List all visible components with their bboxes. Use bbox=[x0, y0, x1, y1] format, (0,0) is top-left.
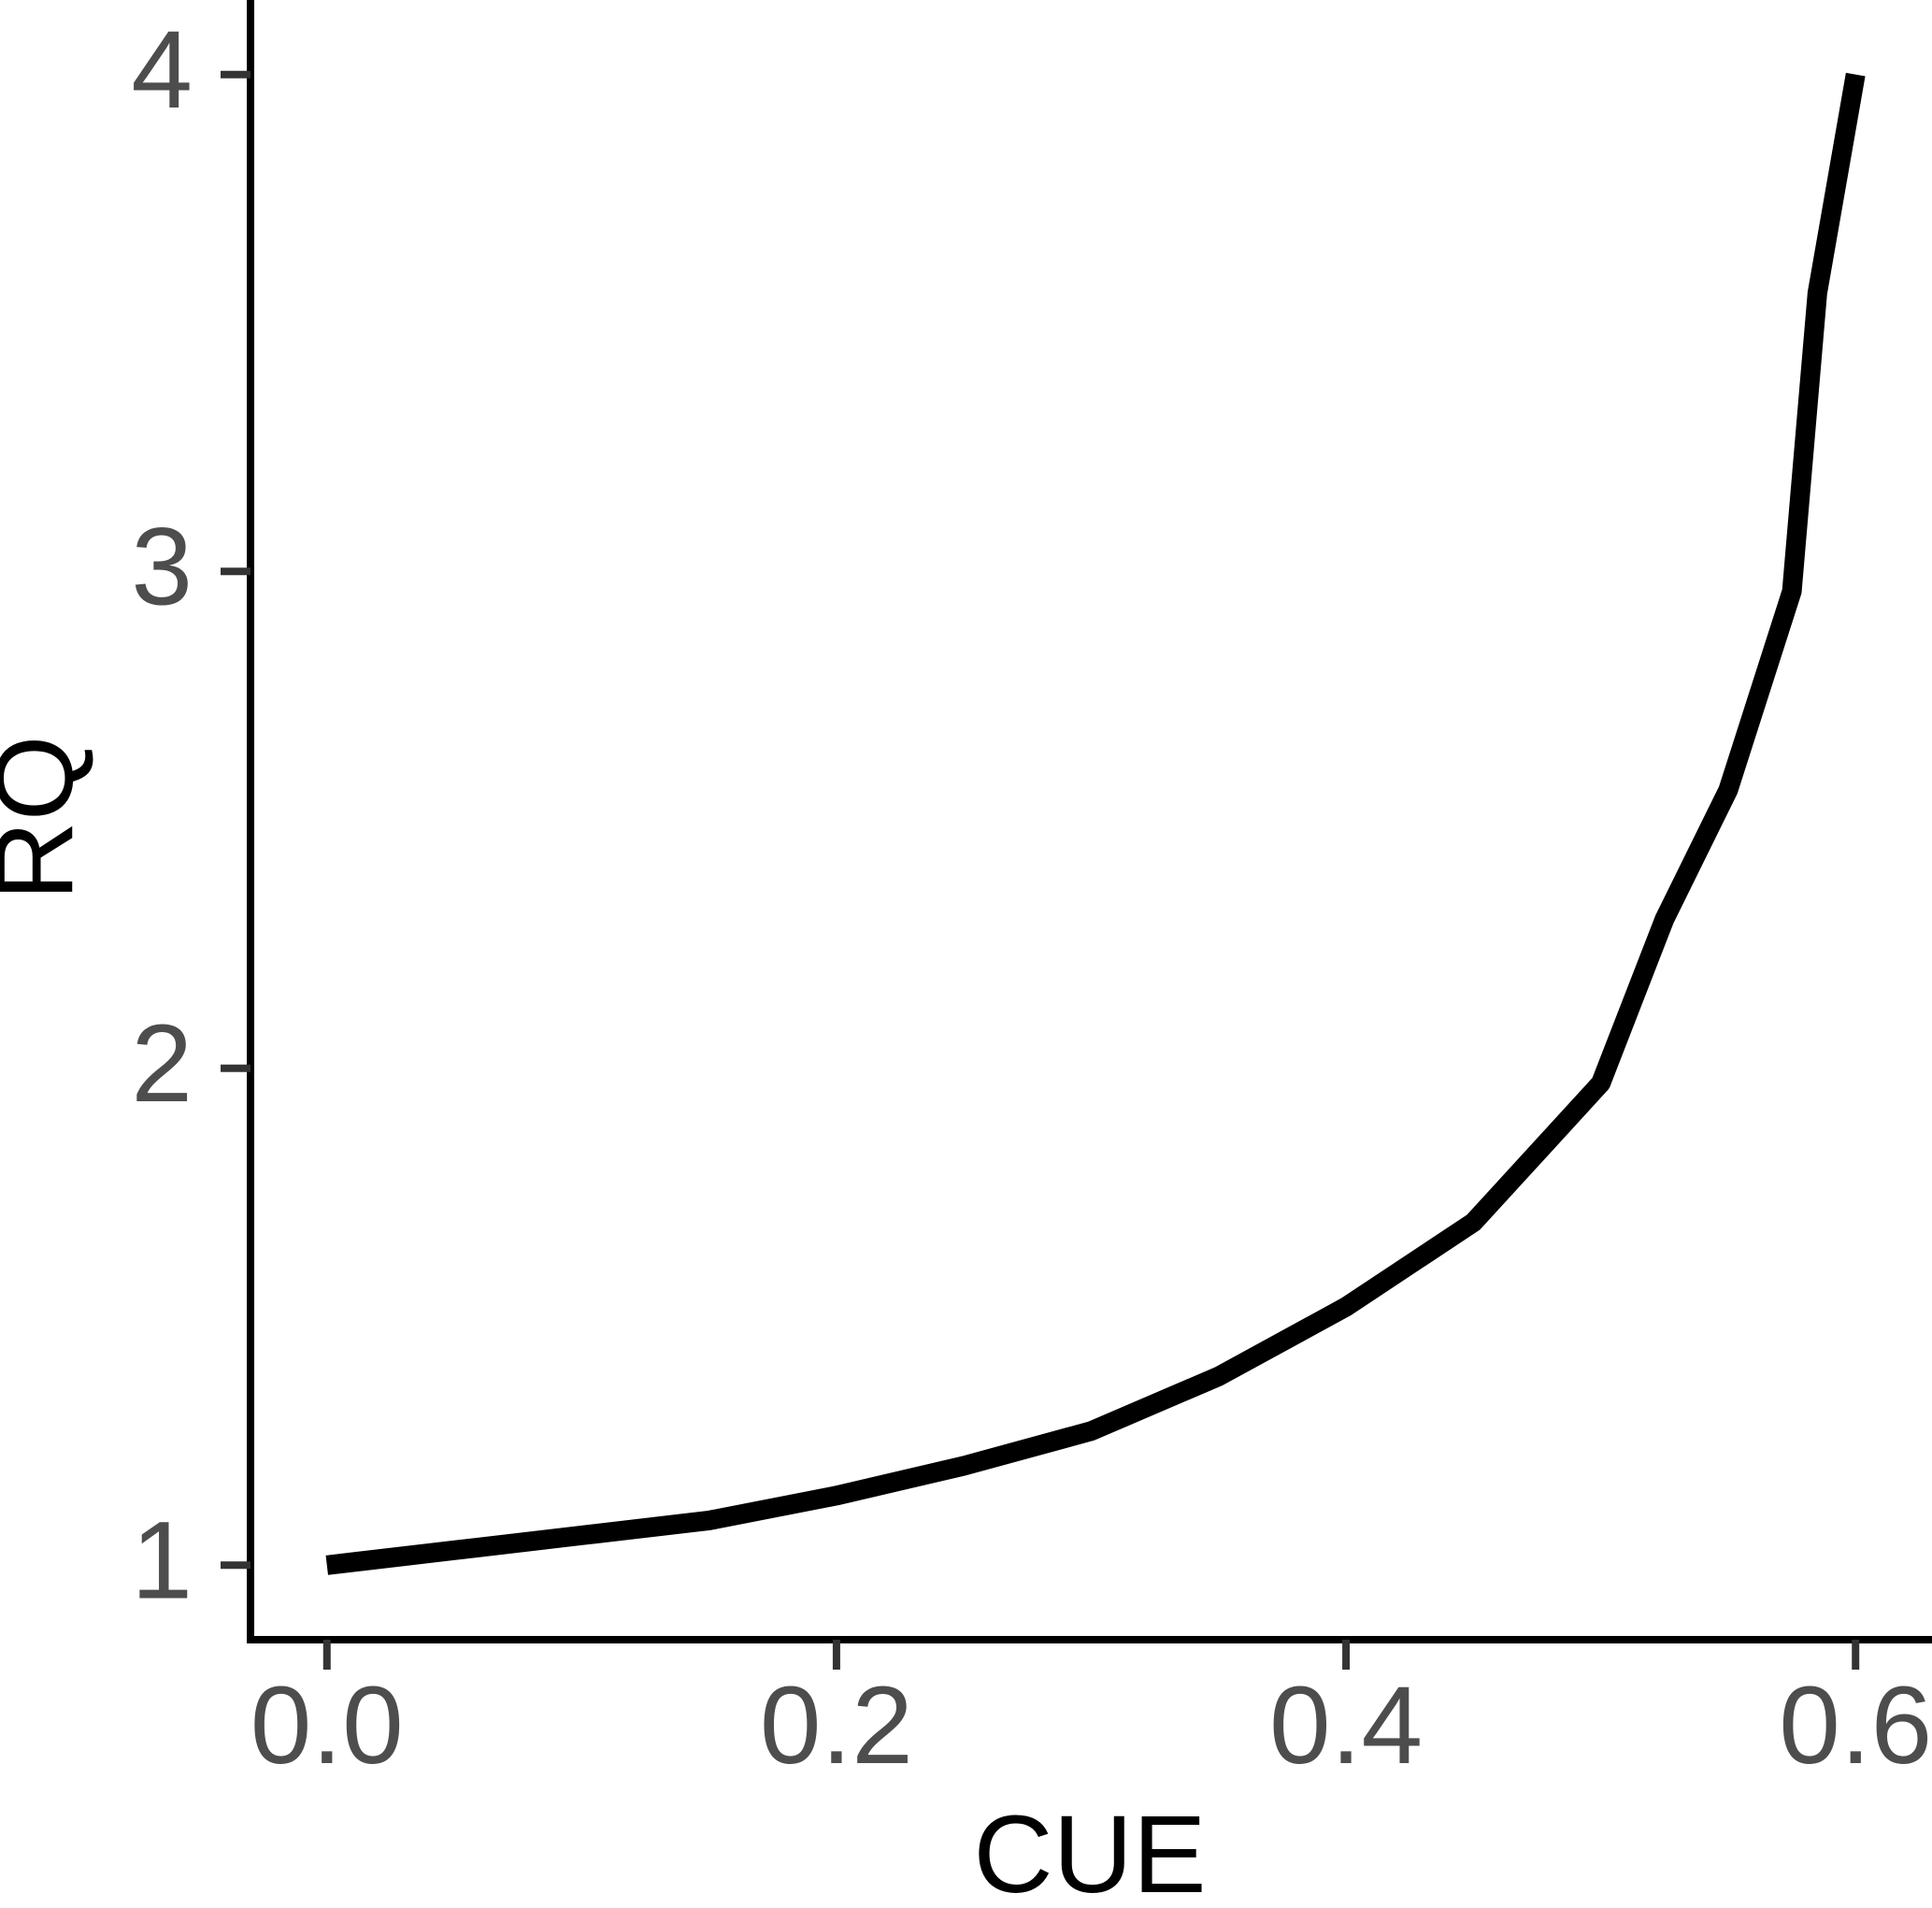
data-line bbox=[325, 72, 1866, 1575]
y-tick-label: 4 bbox=[131, 8, 193, 132]
x-tick-label: 0.4 bbox=[1269, 1664, 1423, 1787]
x-tick-label: 0.2 bbox=[760, 1664, 913, 1787]
y-tick-label: 3 bbox=[131, 505, 193, 628]
x-axis-title: CUE bbox=[973, 1793, 1206, 1908]
y-tick-label: 1 bbox=[131, 1499, 193, 1622]
y-axis-title: RQ bbox=[0, 736, 96, 901]
x-tick-label: 0.6 bbox=[1779, 1664, 1932, 1787]
y-tick-label: 2 bbox=[131, 1002, 193, 1126]
x-tick-label: 0.0 bbox=[250, 1664, 404, 1787]
